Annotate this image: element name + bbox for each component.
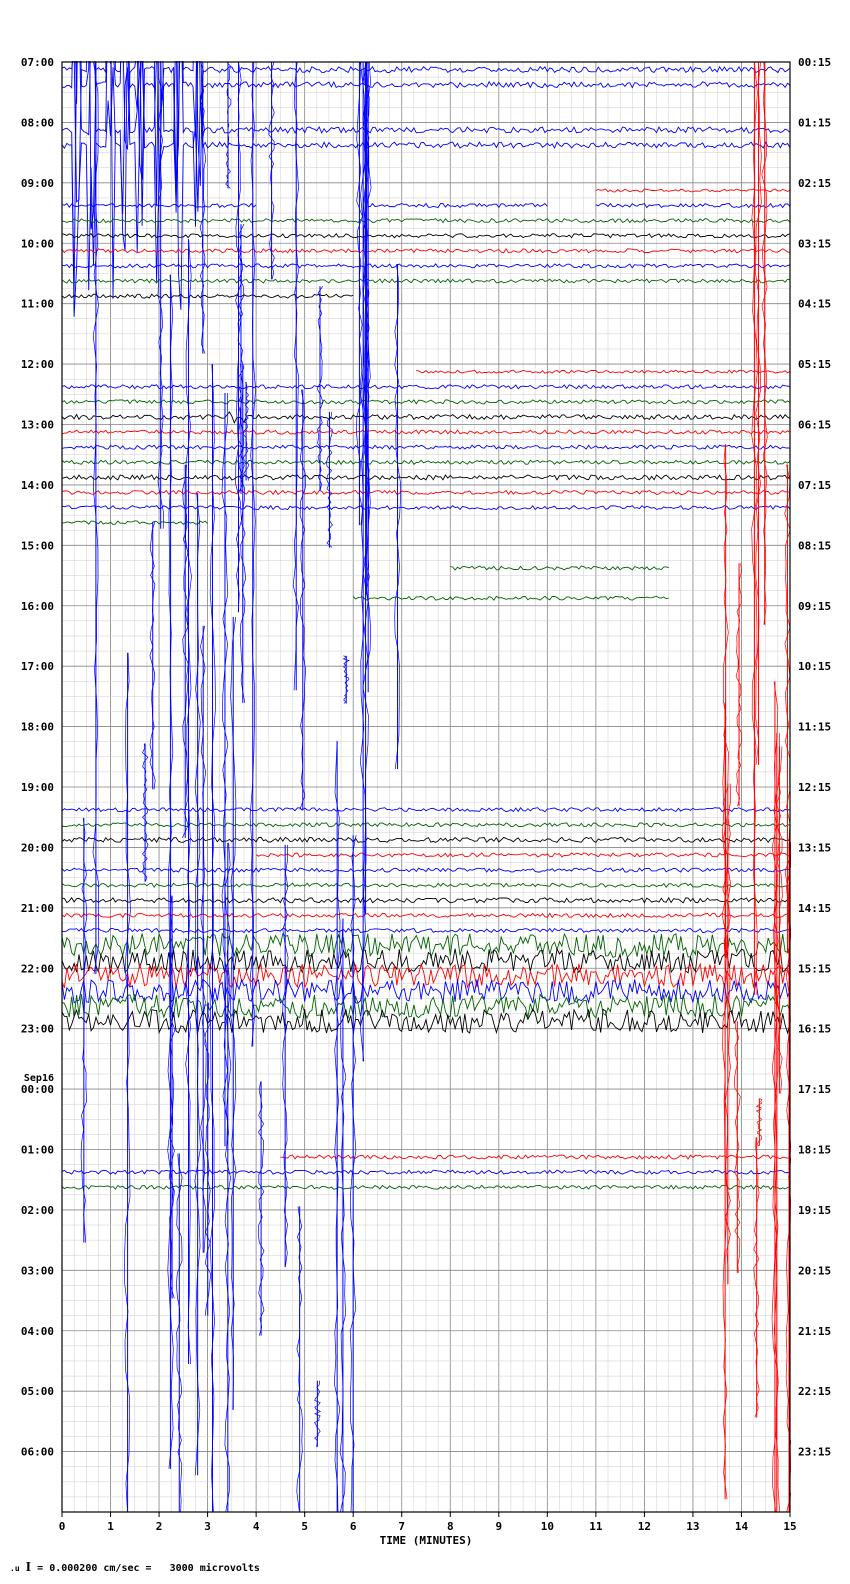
svg-text:20:15: 20:15 (798, 1264, 831, 1277)
svg-text:7: 7 (398, 1520, 405, 1533)
seismogram-container: KHMB HHZ NC (Horse Mountain ) UTC Sep15,… (0, 0, 850, 1584)
svg-text:16:00: 16:00 (21, 600, 54, 613)
svg-text:21:00: 21:00 (21, 902, 54, 915)
svg-text:03:15: 03:15 (798, 237, 831, 250)
svg-text:9: 9 (495, 1520, 502, 1533)
svg-text:01:00: 01:00 (21, 1144, 54, 1157)
svg-text:19:15: 19:15 (798, 1204, 831, 1217)
svg-text:11:15: 11:15 (798, 721, 831, 734)
svg-text:20:00: 20:00 (21, 841, 54, 854)
svg-text:Sep16: Sep16 (24, 1073, 54, 1084)
svg-text:08:15: 08:15 (798, 539, 831, 552)
svg-text:21:15: 21:15 (798, 1325, 831, 1338)
svg-text:05:15: 05:15 (798, 358, 831, 371)
svg-text:00:15: 00:15 (798, 56, 831, 69)
svg-text:07:15: 07:15 (798, 479, 831, 492)
svg-text:00:00: 00:00 (21, 1083, 54, 1096)
svg-text:06:15: 06:15 (798, 419, 831, 432)
svg-text:12:15: 12:15 (798, 781, 831, 794)
svg-text:23:15: 23:15 (798, 1446, 831, 1459)
svg-text:04:15: 04:15 (798, 298, 831, 311)
svg-text:13:00: 13:00 (21, 419, 54, 432)
svg-text:09:15: 09:15 (798, 600, 831, 613)
svg-text:TIME (MINUTES): TIME (MINUTES) (380, 1534, 473, 1547)
svg-text:10:15: 10:15 (798, 660, 831, 673)
svg-text:8: 8 (447, 1520, 454, 1533)
svg-text:1: 1 (107, 1520, 114, 1533)
svg-text:07:00: 07:00 (21, 56, 54, 69)
svg-text:19:00: 19:00 (21, 781, 54, 794)
svg-text:02:00: 02:00 (21, 1204, 54, 1217)
svg-text:5: 5 (301, 1520, 308, 1533)
svg-text:14:15: 14:15 (798, 902, 831, 915)
svg-text:08:00: 08:00 (21, 116, 54, 129)
svg-text:15: 15 (783, 1520, 796, 1533)
svg-text:3: 3 (204, 1520, 211, 1533)
svg-text:14: 14 (735, 1520, 749, 1533)
svg-text:06:00: 06:00 (21, 1446, 54, 1459)
svg-text:16:15: 16:15 (798, 1023, 831, 1036)
svg-text:04:00: 04:00 (21, 1325, 54, 1338)
svg-text:18:15: 18:15 (798, 1144, 831, 1157)
svg-text:22:00: 22:00 (21, 962, 54, 975)
svg-text:10:00: 10:00 (21, 237, 54, 250)
svg-text:10: 10 (541, 1520, 554, 1533)
svg-text:03:00: 03:00 (21, 1264, 54, 1277)
svg-text:4: 4 (253, 1520, 260, 1533)
svg-text:12:00: 12:00 (21, 358, 54, 371)
svg-text:2: 2 (156, 1520, 163, 1533)
svg-text:22:15: 22:15 (798, 1385, 831, 1398)
svg-text:23:00: 23:00 (21, 1023, 54, 1036)
svg-text:13: 13 (686, 1520, 699, 1533)
svg-text:0: 0 (59, 1520, 66, 1533)
svg-text:02:15: 02:15 (798, 177, 831, 190)
svg-text:17:00: 17:00 (21, 660, 54, 673)
svg-text:14:00: 14:00 (21, 479, 54, 492)
svg-text:11: 11 (589, 1520, 603, 1533)
svg-text:15:00: 15:00 (21, 539, 54, 552)
svg-text:01:15: 01:15 (798, 116, 831, 129)
svg-text:09:00: 09:00 (21, 177, 54, 190)
seismogram-plot: 0123456789101112131415TIME (MINUTES)07:0… (0, 0, 850, 1584)
svg-text:15:15: 15:15 (798, 962, 831, 975)
svg-text:17:15: 17:15 (798, 1083, 831, 1096)
svg-text:11:00: 11:00 (21, 298, 54, 311)
svg-text:6: 6 (350, 1520, 357, 1533)
svg-text:05:00: 05:00 (21, 1385, 54, 1398)
footer-scale: .u I = 0.000200 cm/sec = 3000 microvolts (10, 1560, 260, 1576)
svg-text:12: 12 (638, 1520, 651, 1533)
svg-text:18:00: 18:00 (21, 721, 54, 734)
svg-text:13:15: 13:15 (798, 841, 831, 854)
